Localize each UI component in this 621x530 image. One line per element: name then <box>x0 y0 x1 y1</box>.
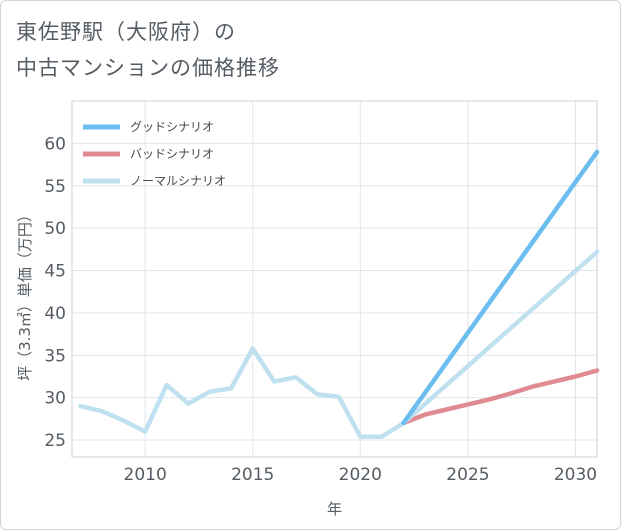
legend-label: グッドシナリオ <box>130 120 214 134</box>
y-tick-label: 40 <box>44 304 66 324</box>
x-tick-label: 2025 <box>446 465 489 485</box>
x-tick-label: 2030 <box>554 465 597 485</box>
series-line-2 <box>78 249 600 439</box>
y-tick-label: 50 <box>44 219 66 239</box>
y-tick-label: 45 <box>44 262 66 282</box>
title-line-2: 中古マンションの価格推移 <box>16 56 280 80</box>
y-tick-label: 55 <box>44 177 66 197</box>
legend-label: バッドシナリオ <box>130 147 214 161</box>
x-tick-label: 2020 <box>339 465 382 485</box>
series-lines <box>78 149 600 439</box>
series-line-0 <box>401 149 600 426</box>
legend-label: ノーマルシナリオ <box>130 174 226 188</box>
axis-ticks: 2010 2015 2020 2025 2030 25 30 35 40 45 50 55 60 <box>44 134 597 485</box>
plot-area <box>71 100 598 458</box>
series-line-1 <box>401 368 600 426</box>
y-tick-label: 30 <box>44 389 66 409</box>
y-axis-label: 坪（3.3㎡）単価（万円） <box>16 207 34 381</box>
x-tick-label: 2015 <box>231 465 274 485</box>
title-line-1: 東佐野駅（大阪府）の <box>16 20 236 44</box>
x-axis-label: 年 <box>327 500 342 518</box>
y-tick-label: 60 <box>44 134 66 154</box>
y-tick-label: 35 <box>44 346 66 366</box>
y-tick-label: 25 <box>44 431 66 451</box>
chart-title: 東佐野駅（大阪府）の 中古マンションの価格推移 <box>16 14 280 86</box>
x-tick-label: 2010 <box>124 465 167 485</box>
